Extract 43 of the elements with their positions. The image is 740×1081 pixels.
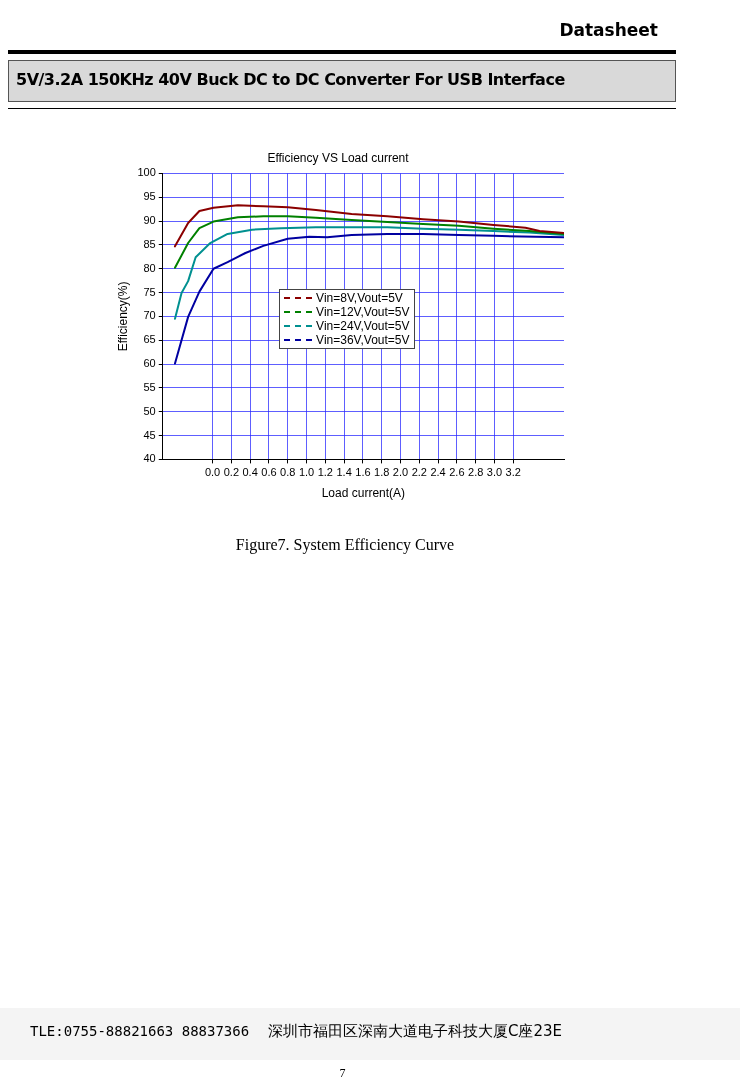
- x-tick-label: 0.8: [280, 466, 296, 479]
- x-tick-label: 0.0: [204, 466, 221, 479]
- text: 深圳市福田区深南大道电子科技大厦C座23E: [268, 1022, 563, 1041]
- x-axis-title: Load current(A): [321, 486, 406, 501]
- x-tick-label: 3.2: [505, 466, 521, 479]
- x-tick-label: 3.0: [486, 466, 503, 479]
- x-tick-label: 0.2: [223, 466, 239, 479]
- x-tick-label: 2.6: [449, 466, 465, 479]
- y-tick-label: 50: [143, 404, 156, 417]
- caption: Figure7. System Efficiency Curve: [234, 536, 456, 554]
- y-tick-label: 100: [137, 166, 156, 179]
- y-tick-label: 60: [143, 357, 156, 370]
- x-tick-label: 1.8: [374, 466, 390, 479]
- text: 5V/3.2A 150KHz 40V Buck DC to DC Converter For USB Interface: [16, 70, 565, 89]
- x-tick-label: 1.4: [336, 466, 352, 479]
- legend-label: Vin=8V,Vout=5V: [316, 291, 403, 306]
- y-tick-label: 40: [143, 452, 156, 465]
- x-tick-label: 0.6: [261, 466, 277, 479]
- x-tick-label: 2.0: [392, 466, 409, 479]
- legend-label: Vin=12V,Vout=5V: [316, 305, 410, 320]
- x-tick-label: 2.4: [430, 466, 446, 479]
- text: Datasheet: [559, 20, 658, 40]
- y-axis-title: Efficiency(%): [115, 281, 130, 352]
- y-tick-label: 55: [143, 380, 156, 393]
- x-tick-label: 1.0: [298, 466, 315, 479]
- x-tick-label: 1.2: [317, 466, 333, 479]
- y-tick-label: 70: [143, 309, 156, 322]
- text: 7: [338, 1066, 347, 1081]
- chart-title: Efficiency VS Load current: [267, 150, 410, 165]
- x-tick-label: 2.2: [411, 466, 427, 479]
- y-tick-label: 80: [143, 261, 156, 274]
- legend-label: Vin=24V,Vout=5V: [316, 319, 410, 334]
- x-tick-label: 0.4: [242, 466, 258, 479]
- y-tick-label: 75: [143, 285, 156, 298]
- x-tick-label: 1.6: [355, 466, 371, 479]
- y-tick-label: 45: [143, 428, 156, 441]
- text: TLE:0755-88821663 88837366: [30, 1023, 250, 1039]
- y-tick-label: 95: [143, 190, 156, 203]
- y-tick-label: 65: [143, 333, 156, 346]
- y-tick-label: 90: [143, 214, 156, 227]
- x-tick-label: 2.8: [468, 466, 484, 479]
- legend-label: Vin=36V,Vout=5V: [316, 333, 410, 348]
- y-tick-label: 85: [143, 237, 156, 250]
